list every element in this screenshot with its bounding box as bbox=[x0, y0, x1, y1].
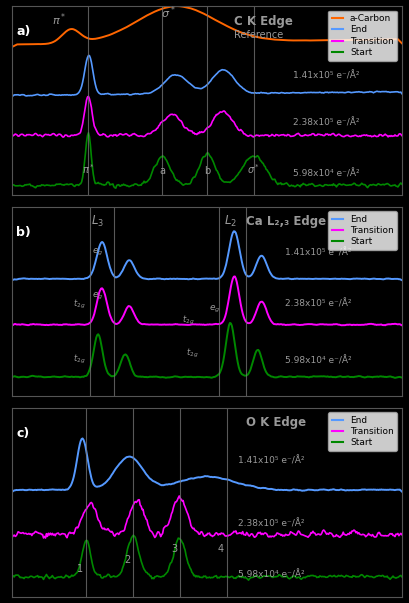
Text: $L_2$: $L_2$ bbox=[223, 214, 236, 229]
Text: $L_3$: $L_3$ bbox=[91, 214, 104, 229]
Text: 2.38x10⁵ e⁻/Å²: 2.38x10⁵ e⁻/Å² bbox=[238, 519, 304, 529]
Text: 1.41x10⁵ e⁻/Å²: 1.41x10⁵ e⁻/Å² bbox=[292, 72, 358, 81]
Text: 4: 4 bbox=[217, 544, 223, 554]
Text: 5.98x10⁴ e⁻/Å²: 5.98x10⁴ e⁻/Å² bbox=[284, 356, 351, 365]
Text: $e_g$: $e_g$ bbox=[92, 291, 103, 302]
Text: 2: 2 bbox=[124, 555, 130, 565]
Text: 1.41x10⁵ e⁻/Å²: 1.41x10⁵ e⁻/Å² bbox=[238, 456, 304, 466]
Text: 2.38x10⁵ e⁻/Å²: 2.38x10⁵ e⁻/Å² bbox=[292, 118, 358, 127]
Text: a): a) bbox=[16, 25, 31, 38]
Text: $t_{2g}$: $t_{2g}$ bbox=[181, 314, 194, 327]
Text: $\pi^*$: $\pi^*$ bbox=[52, 12, 66, 28]
Text: $\sigma^*$: $\sigma^*$ bbox=[247, 162, 260, 175]
Legend: End, Transition, Start: End, Transition, Start bbox=[328, 211, 396, 250]
Text: Reference: Reference bbox=[234, 30, 283, 40]
Text: $t_{2g}$: $t_{2g}$ bbox=[185, 347, 198, 361]
Text: 1: 1 bbox=[77, 564, 83, 573]
Text: O K Edge: O K Edge bbox=[245, 416, 306, 429]
Text: $t_{2g}$: $t_{2g}$ bbox=[72, 298, 85, 312]
Legend: End, Transition, Start: End, Transition, Start bbox=[328, 412, 396, 451]
Text: b): b) bbox=[16, 226, 31, 239]
Text: 5.98x10⁴ e⁻/Å²: 5.98x10⁴ e⁻/Å² bbox=[238, 570, 304, 579]
Text: $t_{2g}$: $t_{2g}$ bbox=[72, 353, 85, 367]
Text: $\sigma^*$: $\sigma^*$ bbox=[160, 4, 175, 21]
Text: 2.38x10⁵ e⁻/Å²: 2.38x10⁵ e⁻/Å² bbox=[284, 300, 351, 309]
Text: 5.98x10⁴ e⁻/Å²: 5.98x10⁴ e⁻/Å² bbox=[292, 169, 358, 178]
Text: Ca L₂,₃ Edge: Ca L₂,₃ Edge bbox=[245, 215, 325, 228]
Text: 3: 3 bbox=[171, 544, 177, 554]
Legend: a-Carbon, End, Transition, Start: a-Carbon, End, Transition, Start bbox=[328, 10, 396, 60]
Text: $e_g$: $e_g$ bbox=[92, 247, 103, 257]
Text: b: b bbox=[203, 166, 210, 175]
Text: $e_g$: $e_g$ bbox=[209, 304, 220, 315]
Text: a: a bbox=[159, 166, 165, 175]
Text: C K Edge: C K Edge bbox=[234, 15, 292, 28]
Text: c): c) bbox=[16, 426, 29, 440]
Text: 1.41x10⁵ e⁻/Å²: 1.41x10⁵ e⁻/Å² bbox=[284, 248, 351, 257]
Text: $\pi^*$: $\pi^*$ bbox=[82, 162, 94, 175]
